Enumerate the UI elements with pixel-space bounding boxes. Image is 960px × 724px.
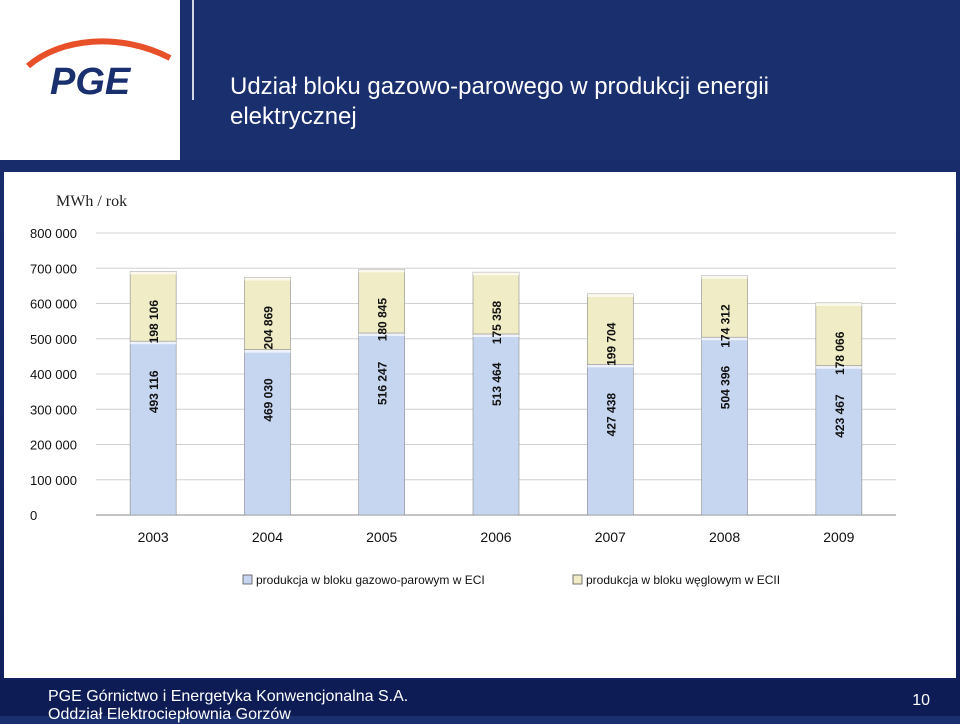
bar-value-label: 175 358 (490, 300, 504, 344)
y-tick-label: 500 000 (30, 332, 77, 347)
page-title-line1: Udział bloku gazowo-parowego w produkcji… (230, 73, 769, 100)
x-tick-label: 2009 (823, 529, 854, 545)
bar-segment-1 (586, 293, 634, 365)
bar-highlight (130, 271, 177, 275)
bar-value-label: 198 106 (147, 300, 161, 344)
header-divider (192, 0, 194, 100)
bar-segment-0 (815, 365, 863, 516)
page-title: Udział bloku gazowo-parowego w produkcji… (230, 72, 930, 132)
bar-value-label: 516 247 (376, 361, 390, 405)
bar-value-label: 178 066 (833, 331, 847, 375)
page-title-line2: elektrycznej (230, 103, 357, 130)
bar-highlight (815, 302, 862, 306)
y-axis-unit: MWh / rok (56, 193, 128, 210)
bar-segment-1 (129, 271, 177, 342)
x-tick-label: 2006 (480, 529, 511, 545)
bar-value-label: 493 116 (147, 370, 161, 413)
bar-highlight (587, 293, 634, 297)
bar-segment-0 (701, 336, 748, 516)
pge-logo: PGE (26, 38, 172, 103)
bar-value-label: 504 396 (719, 365, 733, 409)
bar-highlight (130, 341, 177, 345)
legend-swatch (242, 574, 253, 585)
footer-company: PGE Górnictwo i Energetyka Konwencjonaln… (48, 688, 409, 705)
bar-segment-1 (358, 268, 406, 334)
bar-segment-0 (472, 333, 520, 516)
bar-value-label: 513 464 (490, 362, 504, 406)
bar-highlight (358, 333, 405, 337)
bar-segment-0 (244, 349, 291, 516)
x-tick-label: 2005 (366, 529, 397, 545)
y-tick-label: 100 000 (30, 473, 77, 488)
bar-value-label: 180 845 (376, 298, 390, 342)
footer-division: Oddział Elektrociepłownia Gorzów (48, 706, 291, 723)
y-tick-label: 400 000 (30, 367, 77, 382)
bar-value-label: 204 869 (261, 306, 275, 350)
bar-highlight (244, 277, 291, 281)
bar-segment-1 (815, 302, 863, 367)
bar-highlight (473, 334, 519, 338)
bar-value-label: 174 312 (719, 304, 733, 348)
y-tick-label: 600 000 (30, 297, 77, 312)
bar-highlight (358, 269, 405, 273)
x-tick-label: 2007 (595, 529, 626, 545)
bar-segment-1 (244, 277, 291, 350)
bar-segment-0 (358, 332, 406, 516)
legend-swatch (572, 574, 583, 585)
bar-highlight (701, 275, 748, 279)
bar-highlight (701, 337, 748, 341)
page-number: 10 (912, 692, 930, 709)
bar-highlight (815, 365, 862, 369)
bar-value-label: 469 030 (261, 378, 275, 422)
y-tick-label: 0 (30, 508, 37, 523)
y-tick-label: 300 000 (30, 402, 77, 417)
y-tick-label: 200 000 (30, 438, 77, 453)
legend-label: produkcja w bloku węglowym w ECII (586, 573, 780, 587)
bar-value-label: 427 438 (604, 393, 618, 437)
bar-segment-1 (701, 275, 748, 338)
bar-highlight (473, 272, 519, 276)
bar-value-label: 423 467 (833, 394, 847, 438)
bar-value-label: 199 704 (604, 322, 618, 366)
header-title-area (180, 0, 960, 160)
legend-label: produkcja w bloku gazowo-parowym w ECI (256, 573, 485, 587)
y-tick-label: 800 000 (30, 226, 77, 241)
bar-segment-1 (472, 271, 520, 335)
footer-bar (0, 680, 960, 716)
x-tick-label: 2004 (252, 529, 283, 545)
bar-segment-0 (129, 340, 177, 516)
x-tick-label: 2008 (709, 529, 740, 545)
logo-arc-icon (26, 38, 172, 69)
bar-highlight (587, 364, 634, 368)
logo-text: PGE (50, 61, 132, 103)
x-tick-label: 2003 (138, 529, 169, 545)
footer-text: PGE Górnictwo i Energetyka Konwencjonaln… (48, 688, 408, 724)
bar-segment-0 (586, 364, 634, 516)
bar-highlight (244, 349, 291, 353)
y-tick-label: 700 000 (30, 261, 77, 276)
